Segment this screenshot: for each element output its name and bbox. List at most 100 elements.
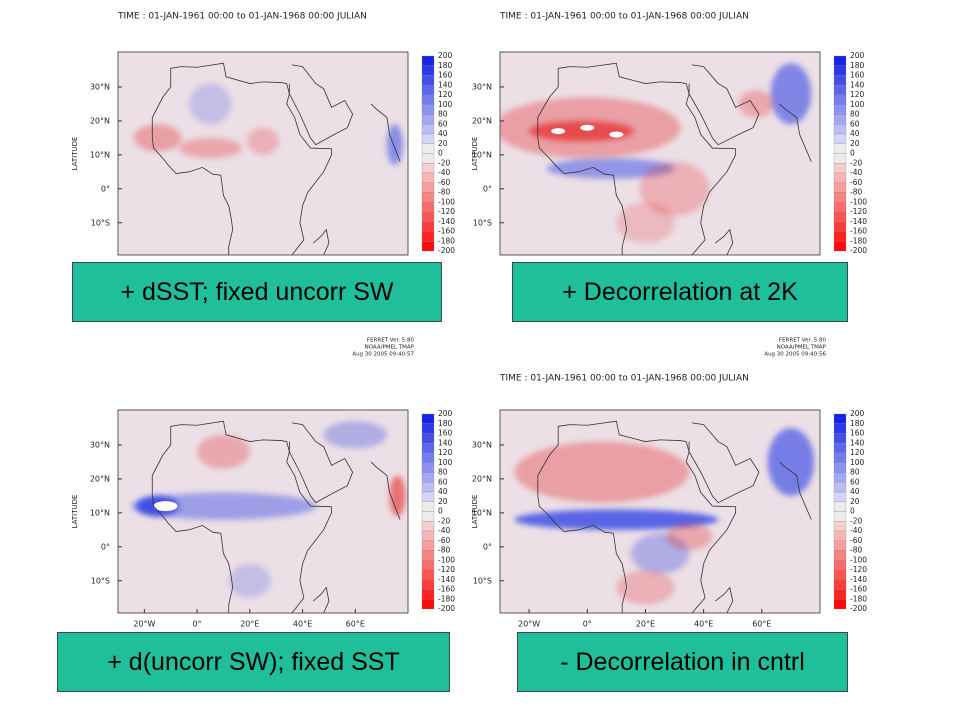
colorbar-cell [833, 413, 847, 424]
colorbar-label: 100 [850, 100, 865, 109]
colorbar-cell [421, 530, 435, 541]
colorbar-cell [833, 192, 847, 203]
lat-tick-label: 10°S [91, 218, 110, 227]
colorbar-label: -120 [850, 565, 867, 574]
coastline [151, 68, 234, 255]
colorbar-cell [421, 472, 435, 483]
colorbar-cell [421, 202, 435, 213]
colorbar-label: 80 [850, 110, 860, 119]
colorbar-label: 200 [438, 51, 453, 60]
colorbar-label: 100 [438, 100, 453, 109]
colorbar-cell [833, 172, 847, 183]
colorbar-label: -200 [850, 246, 867, 255]
colorbar-label: -20 [438, 158, 450, 167]
colorbar-cell [833, 540, 847, 551]
coastline [779, 103, 812, 162]
saturated [551, 128, 566, 135]
colorbar-label: 200 [850, 409, 865, 418]
colorbar-label: 200 [850, 51, 865, 60]
colorbar-label: -40 [850, 526, 862, 535]
colorbar-label: -40 [438, 526, 450, 535]
colorbar-label: -60 [850, 536, 862, 545]
caption: + dSST; fixed uncorr SW [72, 262, 442, 322]
colorbar-cell [833, 482, 847, 493]
colorbar-label: -180 [850, 236, 867, 245]
ferret-stamp: Aug 30 2005 09:40:56 [764, 352, 826, 358]
colorbar-cell [421, 589, 435, 600]
y-axis-label: LATITUDE [71, 495, 79, 529]
map-frame [117, 409, 409, 614]
colorbar-label: -200 [850, 604, 867, 613]
coastline [537, 426, 627, 613]
colorbar-cell [421, 124, 435, 135]
colorbar-label: -120 [438, 565, 455, 574]
lat-tick-label: 20°N [472, 474, 492, 483]
time-label: TIME : 01-JAN-1961 00:00 to 01-JAN-1968 … [117, 12, 367, 22]
colorbar-label: 100 [850, 458, 865, 467]
time-label: TIME : 01-JAN-1961 00:00 to 01-JAN-1968 … [499, 374, 749, 384]
lat-tick-label: 10°N [472, 508, 492, 517]
colorbar-label: -100 [850, 197, 867, 206]
colorbar-label: -100 [438, 197, 455, 206]
colorbar-label: -140 [850, 217, 867, 226]
y-axis-label: LATITUDE [471, 495, 479, 529]
ferret-stamp: NOAA/PMEL TMAP [365, 345, 415, 351]
colorbar-label: 80 [850, 468, 860, 477]
colorbar-label: -20 [438, 516, 450, 525]
colorbar-cell [833, 491, 847, 502]
colorbar-cell [833, 153, 847, 164]
lon-tick-label: 20°E [240, 620, 259, 629]
colorbar-label: 160 [438, 429, 453, 438]
colorbar-cell [833, 124, 847, 135]
colorbar-cell [833, 521, 847, 532]
anomaly [131, 492, 316, 520]
colorbar-cell [421, 104, 435, 115]
colorbar-label: 20 [438, 497, 448, 506]
colorbar-label: -160 [850, 227, 867, 236]
colorbar-cell [833, 163, 847, 174]
colorbar-cell [833, 560, 847, 571]
anomaly [616, 202, 675, 244]
colorbar-cell [421, 579, 435, 590]
colorbar-cell [833, 501, 847, 512]
colorbar-label: 140 [438, 438, 453, 447]
map-frame [499, 51, 821, 256]
saturated [153, 501, 178, 512]
colorbar-label: -120 [850, 207, 867, 216]
lat-tick-label: 0° [101, 542, 110, 551]
colorbar-cell [421, 133, 435, 144]
colorbar-cell [421, 94, 435, 105]
colorbar-cell [421, 569, 435, 580]
colorbar-label: -100 [850, 555, 867, 564]
colorbar-label: -140 [438, 217, 455, 226]
anomaly [616, 570, 675, 605]
lon-tick-label: 20°W [133, 620, 155, 629]
coastline [151, 426, 234, 613]
colorbar-label: 160 [438, 71, 453, 80]
anomaly [514, 509, 719, 530]
colorbar-label: 80 [438, 110, 448, 119]
colorbar-label: 40 [438, 129, 448, 138]
anomaly [178, 137, 242, 159]
y-axis-label: LATITUDE [71, 137, 79, 171]
colorbar-cell [833, 241, 847, 252]
lat-tick-label: 20°N [472, 116, 492, 125]
colorbar-label: 60 [438, 119, 448, 128]
coastline [688, 64, 760, 146]
colorbar-cell [421, 443, 435, 454]
coastline [288, 64, 354, 146]
colorbar-cell [833, 65, 847, 76]
colorbar-label: 0 [438, 149, 443, 158]
colorbar-label: -180 [438, 594, 455, 603]
anomaly [197, 434, 250, 469]
colorbar-cell [833, 443, 847, 454]
lat-tick-label: 10°N [90, 508, 110, 517]
colorbar-cell [421, 599, 435, 610]
anomaly [247, 127, 279, 155]
coastline [779, 461, 812, 520]
coastline [288, 422, 354, 504]
colorbar-cell [833, 472, 847, 483]
colorbar-label: 0 [850, 149, 855, 158]
colorbar-label: 120 [438, 90, 453, 99]
colorbar-cell [421, 182, 435, 193]
